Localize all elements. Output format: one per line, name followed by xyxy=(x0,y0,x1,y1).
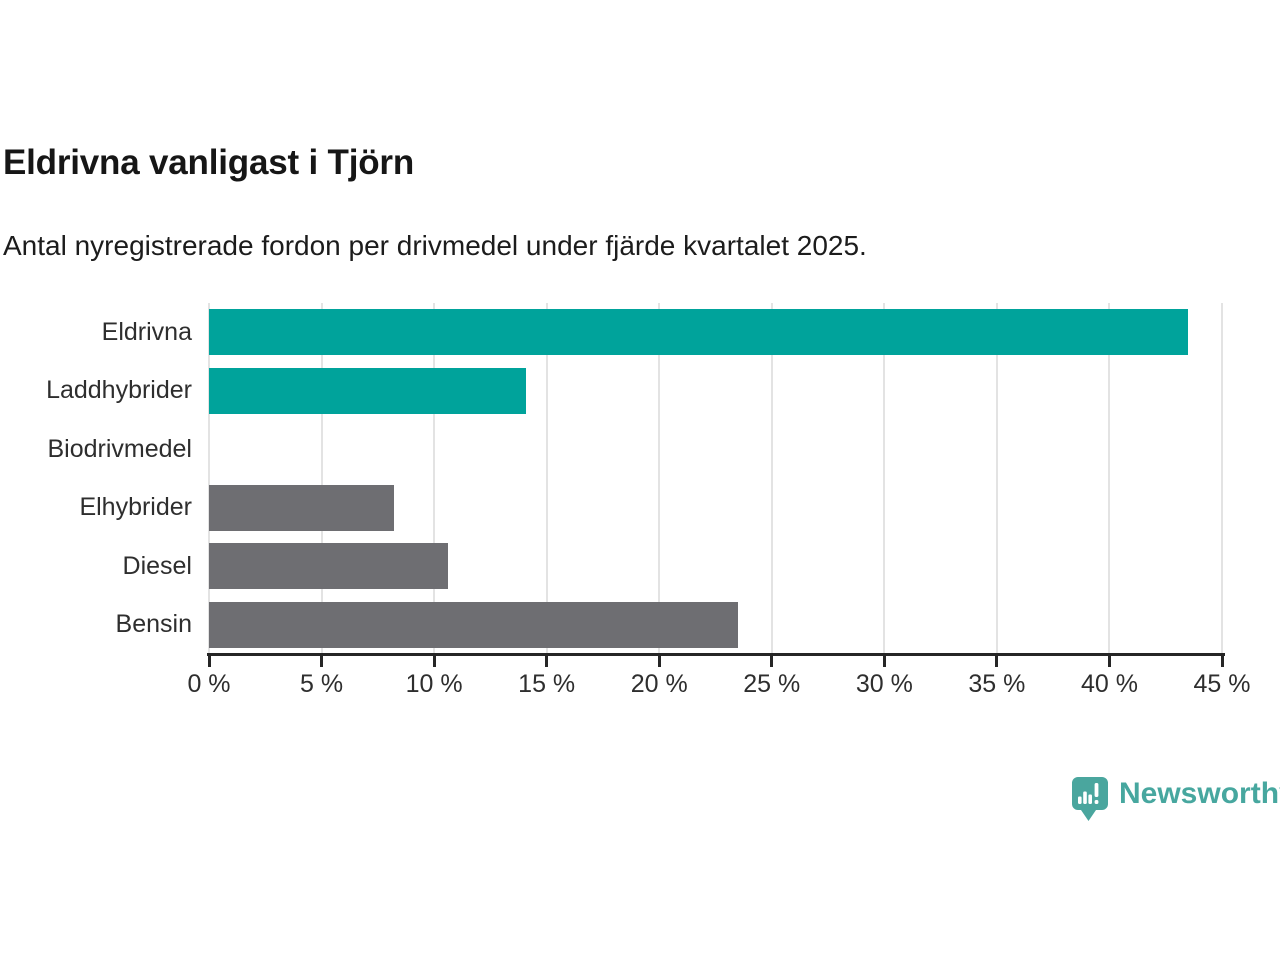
x-tick xyxy=(432,656,436,667)
logo-bars-icon xyxy=(1078,783,1099,804)
bar-laddhybrider xyxy=(209,367,527,414)
x-tick-label: 20 % xyxy=(630,670,688,698)
category-label-biodrivmedel: Biodrivmedel xyxy=(47,434,192,463)
bar-elhybrider xyxy=(209,484,394,531)
x-tick xyxy=(882,656,886,667)
brand-name: Newsworthy xyxy=(1119,777,1280,810)
x-tick-label: 40 % xyxy=(1080,670,1138,698)
category-label-diesel: Diesel xyxy=(122,551,192,580)
bar-eldrivna xyxy=(209,309,1189,356)
gridline xyxy=(1221,303,1223,654)
x-tick-label: 5 % xyxy=(300,670,344,698)
x-tick-label: 30 % xyxy=(855,670,913,698)
x-tick xyxy=(770,656,774,667)
chart-title: Eldrivna vanligast i Tjörn xyxy=(3,143,415,182)
category-label-elhybrider: Elhybrider xyxy=(79,493,192,522)
gridline xyxy=(883,303,886,654)
x-tick-label: 35 % xyxy=(968,670,1026,698)
gridline xyxy=(995,303,998,654)
x-tick-label: 10 % xyxy=(405,670,463,698)
category-label-laddhybrider: Laddhybrider xyxy=(46,376,192,405)
gridline xyxy=(320,303,323,654)
category-labels: Eldrivna Laddhybrider Biodrivmedel Elhybrid… xyxy=(0,303,192,654)
x-tick xyxy=(545,656,549,667)
x-tick xyxy=(1220,656,1224,667)
x-tick xyxy=(320,656,324,667)
gridline xyxy=(545,303,548,654)
x-tick-label: 0 % xyxy=(187,670,231,698)
newsworthy-logo: Newsworthy xyxy=(1072,777,1280,823)
category-label-bensin: Bensin xyxy=(115,610,192,639)
chart-subtitle: Antal nyregistrerade fordon per drivmede… xyxy=(3,230,867,261)
gridline xyxy=(658,303,661,654)
bar-diesel xyxy=(209,543,448,590)
category-label-eldrivna: Eldrivna xyxy=(101,317,192,346)
x-tick-label: 45 % xyxy=(1193,670,1251,698)
x-axis-line xyxy=(207,653,1225,656)
gridline xyxy=(770,303,773,654)
x-tick-label: 25 % xyxy=(743,670,801,698)
x-tick-label: 15 % xyxy=(518,670,576,698)
logo-exclamation-icon xyxy=(1094,783,1099,797)
gridline xyxy=(1108,303,1111,654)
x-tick xyxy=(207,656,211,667)
gridline xyxy=(433,303,436,654)
x-tick xyxy=(657,656,661,667)
newsworthy-logo-icon xyxy=(1072,777,1108,821)
plot-area xyxy=(208,303,1223,654)
x-tick xyxy=(1107,656,1111,667)
gridline xyxy=(208,303,210,654)
x-tick xyxy=(995,656,999,667)
bar-bensin xyxy=(209,601,738,648)
